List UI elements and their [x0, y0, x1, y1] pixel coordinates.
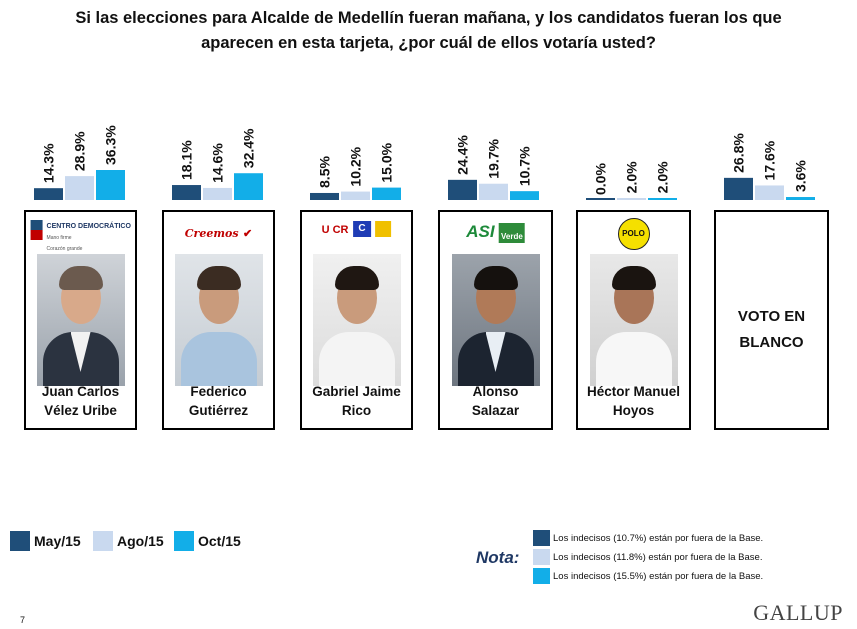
data-label-may-1: 18.1% [179, 140, 195, 180]
data-label-ago-1: 14.6% [210, 143, 226, 183]
candidate-card-hoyos: POLO Héctor Manuel Hoyos [576, 210, 691, 430]
legend-label-may: May/15 [34, 533, 81, 549]
bar-oct-3 [510, 191, 539, 200]
candidate-name: Federico Gutiérrez [188, 384, 249, 418]
bar-ago-1 [203, 187, 232, 200]
data-label-ago-3: 19.7% [486, 138, 502, 178]
logo-text: CENTRO DEMOCRÁTICO [46, 223, 131, 230]
data-label-may-3: 24.4% [455, 135, 471, 175]
nota-text: Los indecisos (11.8%) están por fuera de… [553, 551, 763, 563]
data-label-oct-4: 2.0% [655, 161, 671, 193]
bar-may-0 [34, 188, 63, 200]
party-logos: U CR C [322, 220, 392, 238]
candidate-photo [589, 254, 678, 386]
blank-vote-card: VOTO EN BLANCO [714, 210, 829, 430]
nota-item-ago: Los indecisos (11.8%) están por fuera de… [533, 549, 762, 565]
candidate-card-rico: U CR C Gabriel Jaime Rico [300, 210, 413, 430]
data-label-oct-2: 15.0% [379, 142, 395, 182]
legend-swatch-may [10, 531, 30, 551]
legend-ago: Ago/15 [93, 531, 164, 551]
asi-verde-logo: ASI Verde [466, 222, 525, 243]
bar-ago-0 [65, 176, 94, 200]
bar-ago-3 [479, 183, 508, 200]
page-number: 7 [20, 615, 26, 625]
data-label-ago-0: 28.9% [72, 131, 88, 171]
bar-ago-5 [755, 185, 784, 200]
conservative-logo-icon: C [352, 220, 371, 237]
title-line-2: aparecen en esta tarjeta, ¿por cuál de e… [201, 34, 656, 52]
legend-may: May/15 [10, 531, 81, 551]
legend-label-oct: Oct/15 [198, 533, 241, 549]
candidate-name: Gabriel Jaime Rico [312, 384, 401, 418]
data-label-may-5: 26.8% [731, 133, 747, 173]
data-label-oct-3: 10.7% [517, 146, 533, 186]
legend-label-ago: Ago/15 [117, 533, 164, 549]
blank-vote-label: VOTO EN BLANCO [737, 308, 806, 351]
legend-swatch-ago [93, 531, 113, 551]
candidate-card-velez: CENTRO DEMOCRÁTICO Mano firme Corazón gr… [24, 210, 137, 430]
candidate-name: Héctor Manuel Hoyos [586, 384, 681, 418]
creemos-logo: Creemos ✔ [184, 227, 253, 240]
legend-swatch-oct [174, 531, 194, 551]
candidate-photo [312, 254, 401, 386]
bar-may-3 [448, 179, 477, 200]
candidate-photo [174, 254, 263, 386]
polo-logo: POLO [617, 218, 650, 250]
bar-baseline-may-4 [586, 198, 615, 200]
data-label-may-0: 14.3% [41, 143, 57, 183]
nota-item-may: Los indecisos (10.7%) están por fuera de… [533, 530, 763, 546]
nota-swatch-oct [533, 568, 550, 584]
bar-oct-0 [96, 170, 125, 200]
data-label-may-2: 8.5% [317, 156, 333, 188]
bar-oct-1 [234, 173, 263, 200]
nota-text: Los indecisos (15.5%) están por fuera de… [553, 570, 764, 582]
title-line-1: Si las elecciones para Alcalde de Medell… [75, 9, 782, 27]
chart-title: Si las elecciones para Alcalde de Medell… [0, 6, 857, 56]
nota-item-oct: Los indecisos (15.5%) están por fuera de… [533, 568, 763, 584]
bar-may-2 [310, 192, 339, 200]
bar-baseline-oct-4 [648, 198, 677, 200]
check-icon: ✔ [242, 228, 253, 240]
nota-text: Los indecisos (10.7%) están por fuera de… [553, 532, 764, 544]
candidate-card-salazar: ASI Verde Alonso Salazar [438, 210, 553, 430]
data-label-may-4: 0.0% [593, 163, 609, 195]
bar-may-1 [172, 185, 201, 200]
bar-oct-5 [786, 197, 815, 200]
candidate-card-gutierrez: Creemos ✔ Federico Gutiérrez [162, 210, 275, 430]
nota-swatch-may [533, 530, 550, 546]
data-label-oct-1: 32.4% [241, 128, 257, 168]
legend-oct: Oct/15 [174, 531, 241, 551]
centro-democratico-logo: CENTRO DEMOCRÁTICO Mano firme Corazón gr… [30, 220, 131, 253]
bar-may-5 [724, 177, 753, 200]
party-logo-icon [375, 220, 392, 237]
candidate-name: Juan Carlos Vélez Uribe [41, 384, 120, 418]
candidate-photo [36, 254, 125, 386]
bar-baseline-ago-4 [617, 198, 646, 200]
data-label-ago-5: 17.6% [762, 140, 778, 180]
bar-oct-2 [372, 187, 401, 200]
data-label-oct-0: 36.3% [103, 125, 119, 165]
bar-ago-2 [341, 191, 370, 200]
gallup-logo: GALLUP [753, 600, 843, 625]
candidate-photo [451, 254, 540, 386]
data-label-oct-5: 3.6% [793, 160, 809, 192]
nota-label: Nota: [476, 548, 520, 567]
candidate-name: Alonso Salazar [471, 384, 520, 418]
data-label-ago-2: 10.2% [348, 146, 364, 186]
nota-swatch-ago [533, 549, 550, 565]
data-label-ago-4: 2.0% [624, 161, 640, 193]
